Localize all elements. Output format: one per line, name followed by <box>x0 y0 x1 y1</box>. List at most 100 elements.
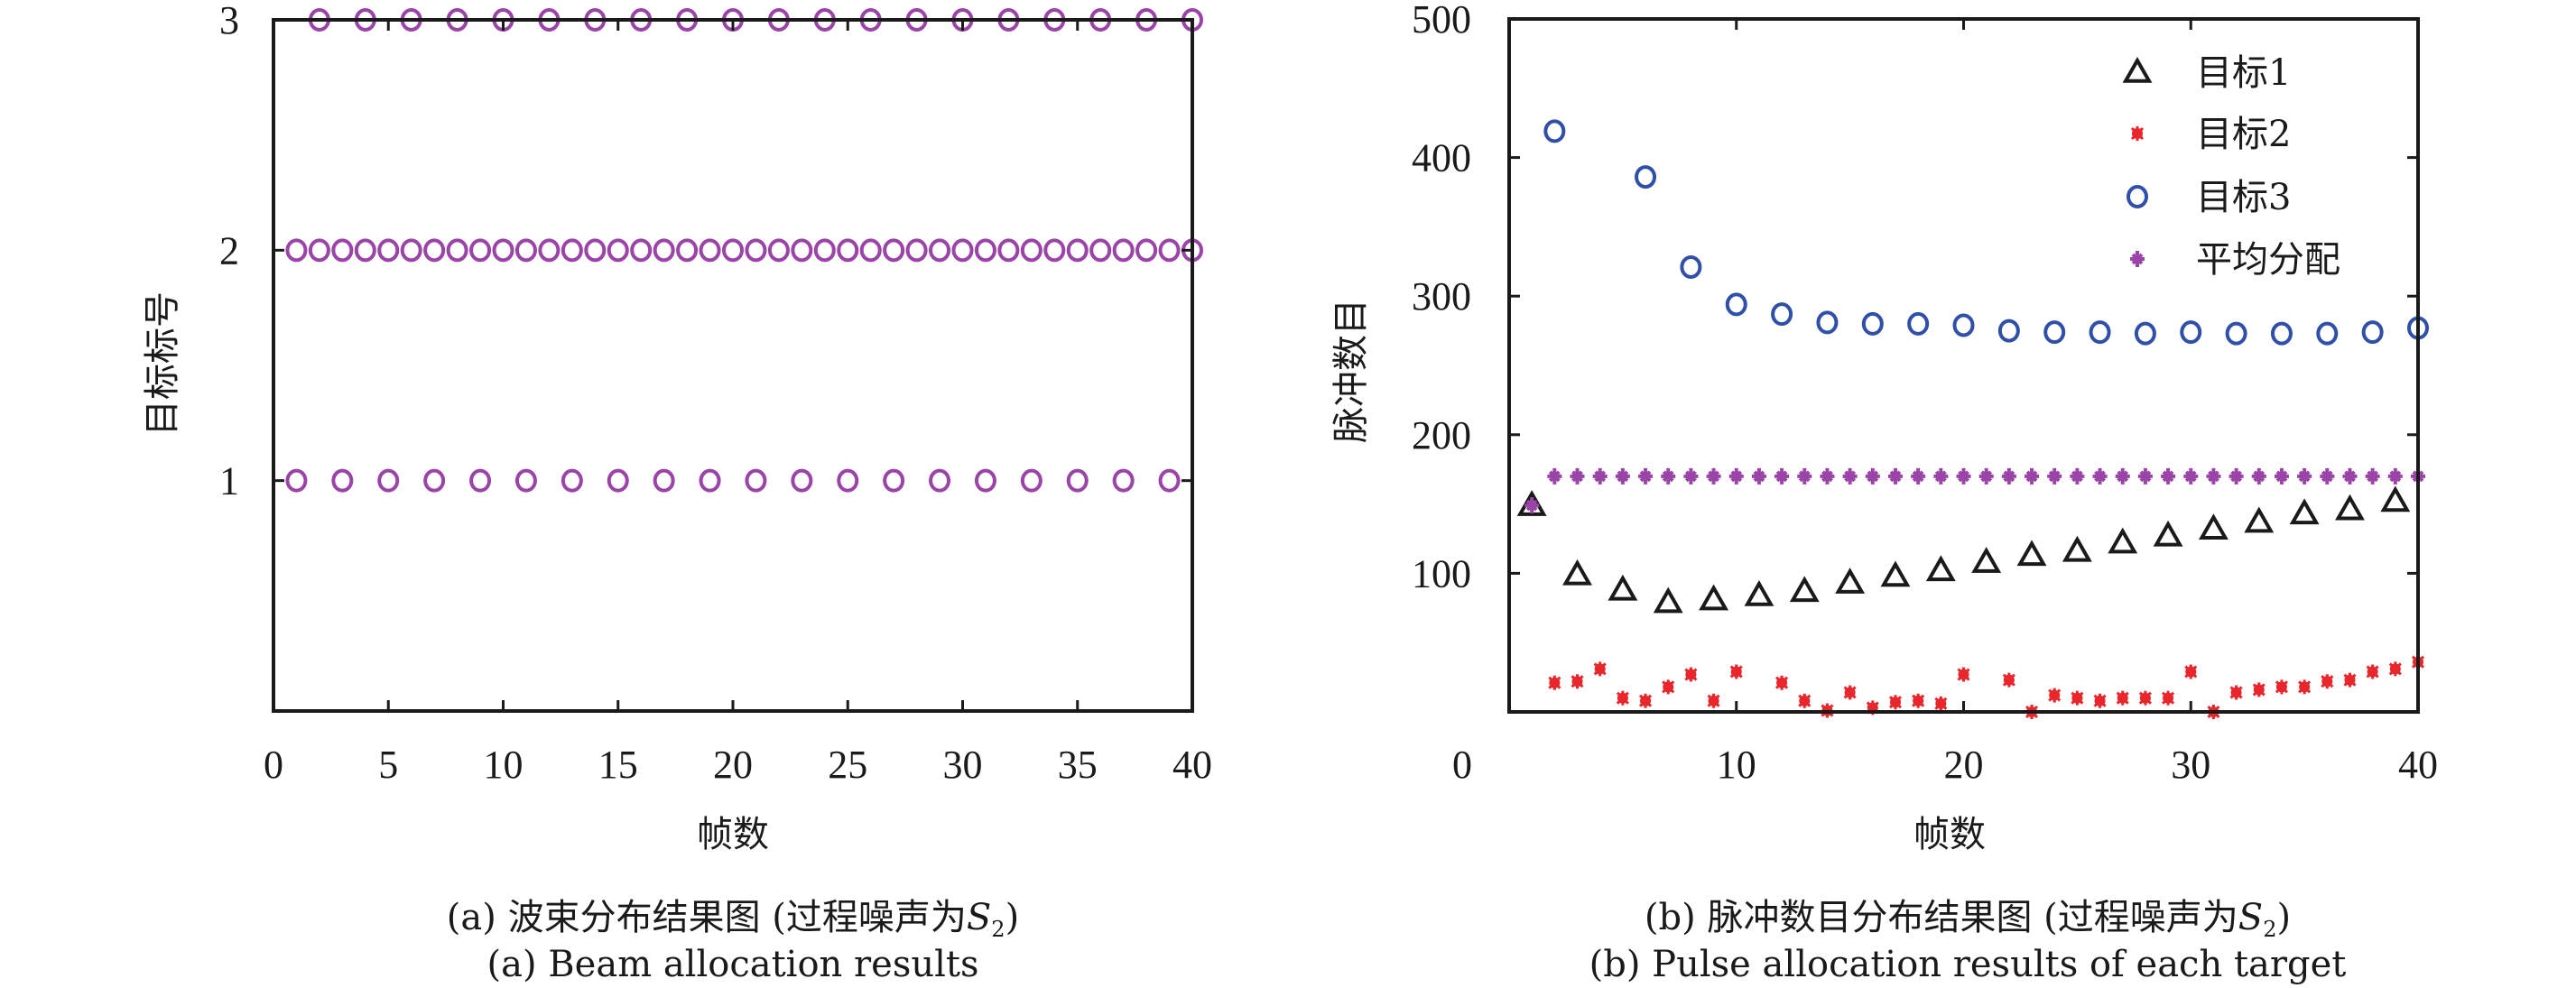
panel-b-caption-cn-prefix: (b) 脉冲数目分布结果图 (过程噪声为 <box>1645 897 2238 938</box>
data-point <box>2001 467 2016 485</box>
panel-a-caption-cn: (a) 波束分布结果图 (过程噪声为S2) <box>447 897 1019 942</box>
data-point <box>1543 119 1566 143</box>
data-point <box>2153 520 2183 547</box>
series-3 <box>1543 119 2429 346</box>
data-point <box>813 238 836 263</box>
data-point <box>1971 547 2002 573</box>
data-point <box>2229 467 2244 485</box>
data-point <box>767 238 790 263</box>
series-1 <box>1516 485 2411 614</box>
legend-label: 目标1 <box>2196 52 2291 94</box>
data-point <box>1997 319 2020 343</box>
data-point <box>2361 320 2384 345</box>
x-tick-label: 40 <box>1172 743 1212 787</box>
panel-a-caption-cn-subscript: 2 <box>991 917 1005 942</box>
data-point <box>2071 690 2084 706</box>
panel-a-y-axis-title: 目标标号 <box>142 291 183 436</box>
panel-b-ticks: 0 10 20 30 40 100 200 300 400 500 <box>1412 0 2438 787</box>
data-point <box>607 238 629 263</box>
data-point <box>1662 679 1675 695</box>
data-point <box>1570 467 1585 485</box>
data-point <box>2297 467 2312 485</box>
data-point <box>1728 467 1744 485</box>
data-point <box>1820 467 1835 485</box>
data-point <box>2225 321 2247 346</box>
x-tick-label: 15 <box>598 743 638 787</box>
data-point <box>1725 292 1747 317</box>
data-point <box>2043 320 2066 345</box>
data-point <box>538 238 561 263</box>
data-point <box>1571 674 1584 689</box>
x-tick-label: 30 <box>2171 743 2210 787</box>
data-point <box>1835 568 1866 594</box>
data-point <box>308 238 330 263</box>
legend-marker <box>2127 185 2148 208</box>
data-point <box>1135 238 1158 263</box>
y-tick-label: 500 <box>1412 0 1471 42</box>
panel-a-x-axis-title: 帧数 <box>697 814 769 855</box>
data-point <box>514 238 537 263</box>
data-point <box>929 468 951 493</box>
data-point <box>791 238 813 263</box>
data-point <box>1751 467 1766 485</box>
data-point <box>2198 513 2229 540</box>
data-point <box>2025 467 2040 485</box>
data-point <box>2180 320 2202 345</box>
data-point <box>883 238 905 263</box>
data-point <box>2366 664 2379 679</box>
data-point <box>1066 468 1089 493</box>
data-point <box>1616 690 1629 706</box>
data-point <box>1615 467 1630 485</box>
legend-item: 目标3 <box>2127 177 2291 218</box>
data-point <box>354 238 376 263</box>
data-point <box>2298 679 2312 695</box>
data-point <box>1911 467 1926 485</box>
x-tick-label: 0 <box>1452 743 1472 787</box>
data-point <box>2138 690 2152 706</box>
data-point <box>2320 467 2335 485</box>
data-point <box>837 238 859 263</box>
data-point <box>2321 674 2334 689</box>
data-point <box>2316 321 2339 346</box>
data-point <box>1638 693 1653 708</box>
data-point <box>653 468 675 493</box>
data-point <box>377 238 400 263</box>
data-point <box>2275 679 2289 695</box>
data-point <box>2092 467 2108 485</box>
data-point <box>561 468 583 493</box>
data-point <box>653 238 675 263</box>
panel-b-caption-cn-subscript: 2 <box>2263 917 2276 942</box>
data-point <box>2335 494 2365 521</box>
data-point <box>2184 664 2198 679</box>
data-point <box>2093 693 2107 708</box>
x-tick-label: 20 <box>713 743 753 787</box>
data-point <box>285 238 308 263</box>
panel-b-legend: 目标1 目标2 目标3 平均分配 <box>2122 52 2340 281</box>
data-point <box>1880 560 1911 587</box>
data-point <box>1158 238 1181 263</box>
data-point <box>1524 497 1540 514</box>
data-point <box>745 468 767 493</box>
data-point <box>929 238 951 263</box>
data-point <box>1978 467 1994 485</box>
panel-a-plot-frame <box>272 18 1194 713</box>
data-point <box>607 468 629 493</box>
y-tick-label: 2 <box>219 228 239 272</box>
x-tick-label: 10 <box>1717 743 1756 787</box>
x-tick-label: 0 <box>264 743 283 787</box>
data-point <box>1043 238 1066 263</box>
data-point <box>2342 467 2358 485</box>
data-point <box>2002 672 2015 688</box>
data-point <box>423 238 446 263</box>
series-4 <box>1524 467 2425 514</box>
data-point <box>584 238 607 263</box>
data-point <box>1798 693 1812 708</box>
data-point <box>1653 586 1683 614</box>
y-tick-label: 3 <box>219 0 239 42</box>
data-point <box>2229 685 2243 700</box>
data-point <box>1816 310 1839 335</box>
panel-b-caption-cn-suffix: ) <box>2276 897 2291 938</box>
data-point <box>2380 485 2411 512</box>
data-point <box>1888 695 1903 710</box>
legend-label: 目标2 <box>2196 114 2291 155</box>
